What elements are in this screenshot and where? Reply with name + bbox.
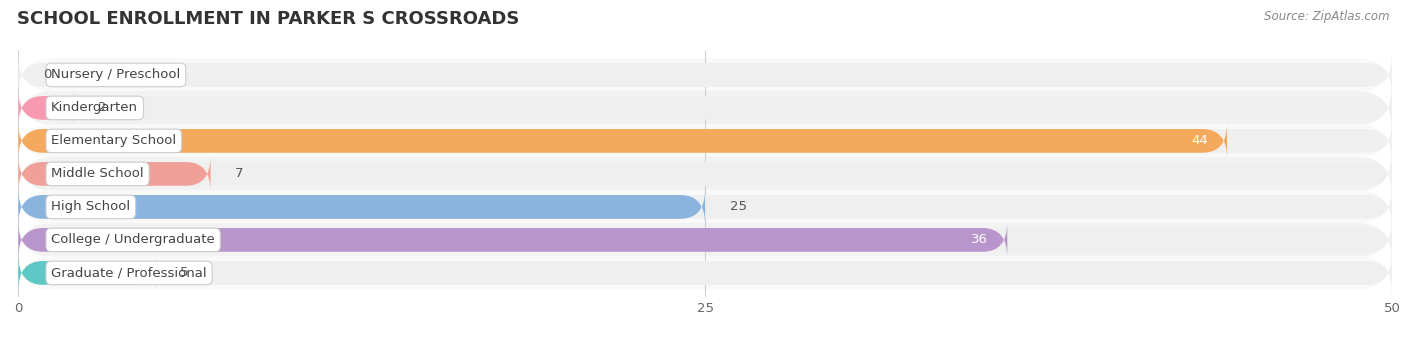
FancyBboxPatch shape: [18, 151, 1392, 197]
FancyBboxPatch shape: [18, 222, 1007, 258]
FancyBboxPatch shape: [18, 156, 211, 192]
FancyBboxPatch shape: [18, 57, 1392, 93]
Text: Nursery / Preschool: Nursery / Preschool: [51, 69, 180, 81]
Text: 5: 5: [180, 266, 188, 279]
FancyBboxPatch shape: [18, 184, 1392, 230]
FancyBboxPatch shape: [18, 118, 1392, 164]
Text: 25: 25: [730, 201, 747, 213]
FancyBboxPatch shape: [18, 85, 1392, 131]
FancyBboxPatch shape: [18, 217, 1392, 263]
Text: 36: 36: [972, 233, 988, 247]
FancyBboxPatch shape: [18, 90, 1392, 126]
Text: Middle School: Middle School: [51, 167, 143, 180]
FancyBboxPatch shape: [18, 250, 1392, 296]
Text: Graduate / Professional: Graduate / Professional: [51, 266, 207, 279]
FancyBboxPatch shape: [18, 189, 1392, 225]
Text: 0: 0: [44, 69, 52, 81]
FancyBboxPatch shape: [18, 222, 1392, 258]
FancyBboxPatch shape: [18, 123, 1227, 159]
Text: Source: ZipAtlas.com: Source: ZipAtlas.com: [1264, 10, 1389, 23]
Text: High School: High School: [51, 201, 131, 213]
Text: Kindergarten: Kindergarten: [51, 101, 138, 115]
Text: 44: 44: [1191, 134, 1208, 147]
Text: SCHOOL ENROLLMENT IN PARKER S CROSSROADS: SCHOOL ENROLLMENT IN PARKER S CROSSROADS: [17, 10, 519, 28]
FancyBboxPatch shape: [18, 189, 706, 225]
Text: College / Undergraduate: College / Undergraduate: [51, 233, 215, 247]
FancyBboxPatch shape: [18, 255, 156, 291]
Text: Elementary School: Elementary School: [51, 134, 176, 147]
FancyBboxPatch shape: [18, 90, 73, 126]
FancyBboxPatch shape: [18, 123, 1392, 159]
Text: 7: 7: [235, 167, 243, 180]
FancyBboxPatch shape: [18, 52, 1392, 98]
FancyBboxPatch shape: [18, 156, 1392, 192]
Text: 2: 2: [98, 101, 107, 115]
FancyBboxPatch shape: [18, 255, 1392, 291]
